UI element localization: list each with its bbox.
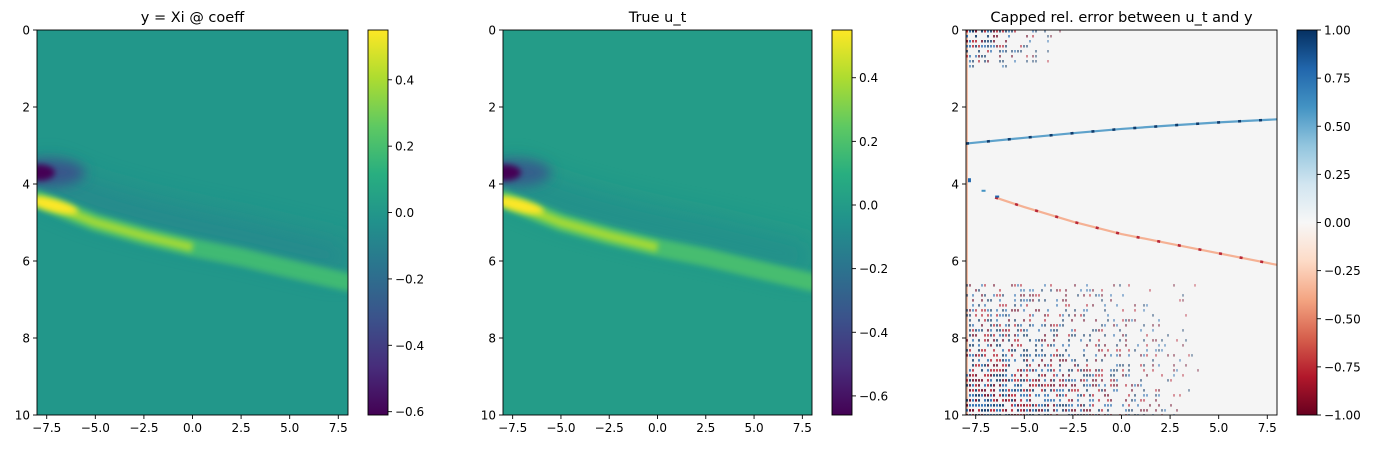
colorbar-tick-label: 0.4 (395, 73, 414, 87)
colorbar-tick-label: 0.00 (1324, 216, 1351, 230)
x-tick-label: 5.0 (745, 421, 764, 435)
heatmap-image (37, 30, 348, 415)
heatmap-image (503, 30, 812, 415)
colorbar-gradient (367, 29, 389, 416)
y-tick-label: 4 (951, 178, 959, 192)
colorbar-tick-label: −0.2 (395, 272, 424, 286)
colorbar: −1.00 −0.75 −0.50 −0.25 0.00 0.25 0.50 0.75 1.00 (1296, 24, 1361, 423)
y-tick-label: 4 (22, 178, 30, 192)
y-tick-label: 0 (951, 24, 959, 38)
x-tick-label: −5.0 (1010, 421, 1039, 435)
x-tick-label: 7.5 (329, 421, 348, 435)
x-tick-label: −2.5 (129, 421, 158, 435)
x-tick-label: 2.5 (696, 421, 715, 435)
x-tick-label: −2.5 (1058, 421, 1087, 435)
colorbar-tick-label: 0.0 (859, 199, 878, 213)
colorbar-tick-label: 0.0 (395, 206, 414, 220)
x-tick-label: 7.5 (1258, 421, 1277, 435)
colorbar-tick-label: −0.50 (1324, 312, 1361, 326)
y-tick-label: 8 (22, 332, 30, 346)
heatmap-image (966, 30, 1277, 415)
y-tick-label: 10 (481, 409, 496, 423)
colorbar-tick-label: −0.4 (859, 326, 888, 340)
colorbar-tick-label: 0.2 (859, 135, 878, 149)
y-tick-label: 8 (488, 332, 496, 346)
y-tick-label: 2 (951, 101, 959, 115)
x-tick-label: 7.5 (793, 421, 812, 435)
y-tick-label: 10 (15, 409, 30, 423)
x-tick-label: 2.5 (232, 421, 251, 435)
colorbar-tick-label: 0.4 (859, 71, 878, 85)
colorbar-gradient (1296, 29, 1318, 416)
y-tick-label: 0 (488, 24, 496, 38)
colorbar-tick-label: 0.75 (1324, 72, 1351, 86)
colorbar-tick-label: 0.25 (1324, 168, 1351, 182)
x-tick-label: 0.0 (1112, 421, 1131, 435)
colorbar-tick-label: −0.25 (1324, 264, 1361, 278)
colorbar-tick-label: 1.00 (1324, 24, 1351, 38)
colorbar: −0.6 −0.4 −0.2 0.0 0.2 0.4 (367, 29, 424, 419)
x-tick-label: 2.5 (1161, 421, 1180, 435)
x-tick-label: 5.0 (1209, 421, 1228, 435)
subplot-2: True u_t −7.5 −5.0 −2.5 0.0 2.5 5.0 7.5 0 2 4 6 8 10 −… (481, 10, 888, 435)
colorbar-tick-label: −0.4 (395, 339, 424, 353)
colorbar-gradient (831, 29, 853, 416)
colorbar-tick-label: 0.50 (1324, 120, 1351, 134)
y-tick-label: 8 (951, 332, 959, 346)
y-tick-label: 6 (488, 255, 496, 269)
colorbar-tick-label: −1.00 (1324, 409, 1361, 423)
colorbar-tick-label: −0.6 (859, 389, 888, 403)
x-tick-label: −7.5 (498, 421, 527, 435)
y-tick-label: 6 (951, 255, 959, 269)
colorbar: −0.6 −0.4 −0.2 0.0 0.2 0.4 (831, 29, 888, 416)
subplot-3: Capped rel. error between u_t and y −7.5 −… (944, 10, 1361, 435)
x-tick-label: −7.5 (961, 421, 990, 435)
chart-title: y = Xi @ coeff (141, 10, 245, 26)
y-tick-label: 2 (488, 101, 496, 115)
chart-title: Capped rel. error between u_t and y (990, 10, 1253, 26)
subplot-1: y = Xi @ coeff −7.5 −5.0 −2.5 0.0 2.5 5.0 7.5 0 2… (15, 10, 424, 435)
x-tick-label: −5.0 (546, 421, 575, 435)
y-tick-label: 4 (488, 178, 496, 192)
x-tick-label: −7.5 (32, 421, 61, 435)
colorbar-tick-label: −0.75 (1324, 360, 1361, 374)
y-tick-label: 2 (22, 101, 30, 115)
y-tick-label: 10 (944, 409, 959, 423)
chart-title: True u_t (628, 10, 687, 26)
colorbar-tick-label: 0.2 (395, 140, 414, 154)
x-tick-label: 0.0 (648, 421, 667, 435)
x-tick-label: −2.5 (595, 421, 624, 435)
x-tick-label: 0.0 (183, 421, 202, 435)
x-tick-label: 5.0 (280, 421, 299, 435)
x-tick-label: −5.0 (81, 421, 110, 435)
y-tick-label: 0 (22, 24, 30, 38)
y-tick-label: 6 (22, 255, 30, 269)
colorbar-tick-label: −0.6 (395, 405, 424, 419)
colorbar-tick-label: −0.2 (859, 262, 888, 276)
